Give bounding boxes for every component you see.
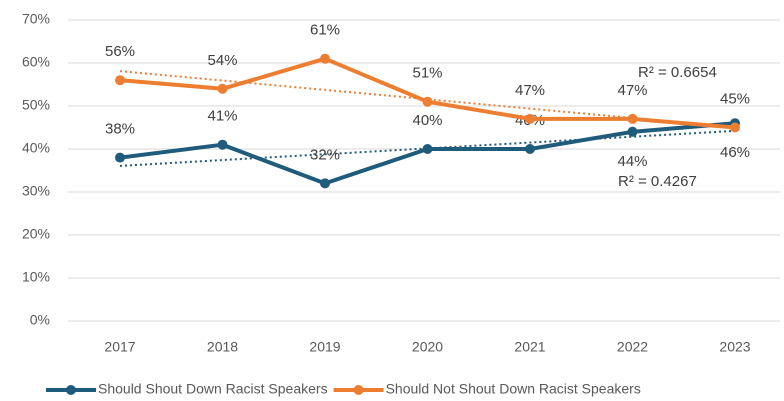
point xyxy=(422,144,433,154)
point xyxy=(115,75,125,86)
y-tick-label: 60% xyxy=(22,54,50,70)
x-tick-label: 2019 xyxy=(309,339,340,355)
annotation: R² = 0.4267 xyxy=(618,173,697,190)
y-tick-label: 40% xyxy=(22,140,50,156)
data-label: 47% xyxy=(515,82,545,99)
data-label: 40% xyxy=(412,112,442,129)
y-tick-label: 50% xyxy=(22,97,50,113)
data-label: 44% xyxy=(617,153,647,170)
point xyxy=(320,53,330,64)
legend-item: Should Shout Down Racist Speakers xyxy=(46,381,328,397)
point xyxy=(422,96,433,107)
data-label: 56% xyxy=(105,43,135,60)
x-tick-label: 2017 xyxy=(104,339,135,355)
x-tick-label: 2023 xyxy=(719,339,750,355)
y-tick-label: 20% xyxy=(22,226,50,242)
x-tick-label: 2021 xyxy=(514,339,545,355)
data-label: 51% xyxy=(412,65,442,82)
data-label: 45% xyxy=(720,90,750,107)
data-label: 46% xyxy=(720,144,750,161)
point xyxy=(525,113,535,124)
x-tick-label: 2018 xyxy=(207,339,238,355)
point xyxy=(627,126,638,137)
legend-label: Should Shout Down Racist Speakers xyxy=(98,381,328,397)
data-label: 54% xyxy=(207,52,237,69)
x-tick-label: 2020 xyxy=(412,339,443,355)
point xyxy=(217,83,228,94)
legend-label: Should Not Shout Down Racist Speakers xyxy=(386,381,641,397)
legend-marker xyxy=(66,385,76,395)
point xyxy=(730,122,740,133)
data-label: 47% xyxy=(617,82,647,99)
point xyxy=(320,178,330,189)
data-label: 38% xyxy=(105,121,135,138)
data-label: 32% xyxy=(310,146,340,163)
point xyxy=(115,152,125,163)
annotation: R² = 0.6654 xyxy=(638,64,717,81)
data-label: 41% xyxy=(207,108,237,125)
legend-item: Should Not Shout Down Racist Speakers xyxy=(333,381,641,397)
point xyxy=(627,113,638,124)
y-tick-label: 30% xyxy=(22,183,50,199)
y-tick-label: 70% xyxy=(22,11,50,27)
data-label: 61% xyxy=(310,22,340,39)
legend-marker xyxy=(353,385,364,395)
point xyxy=(217,139,228,150)
x-tick-label: 2022 xyxy=(617,339,648,355)
y-tick-label: 10% xyxy=(22,269,50,285)
y-tick-label: 0% xyxy=(30,312,50,328)
point xyxy=(525,144,535,154)
